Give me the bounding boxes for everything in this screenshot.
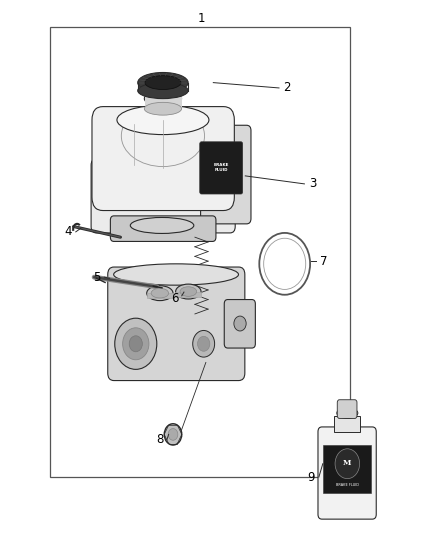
Circle shape	[168, 429, 178, 440]
Bar	[323, 445, 371, 493]
FancyBboxPatch shape	[224, 300, 255, 348]
Text: BRAKE
FLUID: BRAKE FLUID	[213, 164, 229, 172]
Ellipse shape	[145, 76, 181, 90]
Ellipse shape	[180, 287, 197, 296]
Ellipse shape	[138, 83, 188, 99]
Circle shape	[129, 336, 142, 352]
Text: BRAKE FLUID: BRAKE FLUID	[336, 483, 359, 487]
Ellipse shape	[176, 284, 201, 299]
Circle shape	[193, 330, 215, 357]
Text: 1: 1	[198, 12, 205, 25]
Circle shape	[234, 316, 246, 331]
Text: 3: 3	[310, 177, 317, 190]
Ellipse shape	[151, 288, 169, 298]
Ellipse shape	[337, 408, 358, 418]
FancyBboxPatch shape	[108, 267, 245, 381]
Ellipse shape	[144, 102, 182, 115]
Circle shape	[115, 318, 157, 369]
FancyBboxPatch shape	[201, 125, 251, 224]
Text: 4: 4	[64, 225, 72, 238]
FancyBboxPatch shape	[337, 400, 357, 418]
Text: 7: 7	[320, 255, 328, 268]
Bar	[145, 97, 182, 109]
Ellipse shape	[117, 106, 209, 135]
Text: 8: 8	[156, 433, 163, 446]
Bar	[50, 27, 350, 477]
FancyBboxPatch shape	[92, 107, 234, 211]
Bar	[334, 416, 360, 432]
Ellipse shape	[144, 91, 182, 106]
Text: 5: 5	[93, 271, 100, 284]
Circle shape	[198, 336, 210, 351]
FancyBboxPatch shape	[200, 142, 243, 194]
Ellipse shape	[138, 72, 188, 93]
FancyBboxPatch shape	[110, 216, 216, 241]
FancyBboxPatch shape	[91, 159, 235, 233]
Ellipse shape	[147, 286, 173, 301]
Ellipse shape	[114, 264, 238, 285]
Text: 9: 9	[307, 471, 315, 483]
Text: 6: 6	[171, 292, 179, 305]
Circle shape	[164, 424, 182, 445]
Bar	[175, 292, 201, 297]
Text: 2: 2	[283, 82, 291, 94]
Circle shape	[335, 449, 360, 479]
Bar	[147, 293, 173, 298]
Circle shape	[123, 328, 149, 360]
Text: M: M	[343, 458, 352, 467]
Ellipse shape	[131, 217, 194, 233]
FancyBboxPatch shape	[318, 427, 376, 519]
